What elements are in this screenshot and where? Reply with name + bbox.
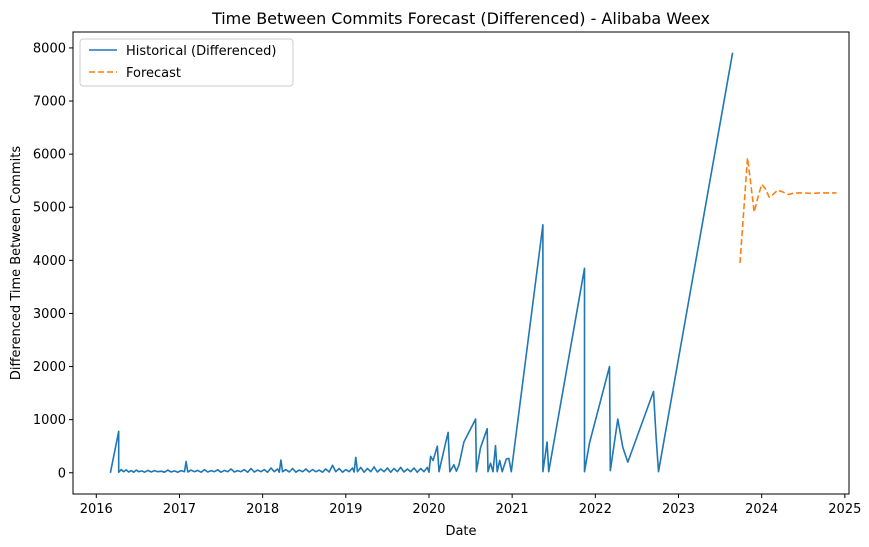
chart-title: Time Between Commits Forecast (Differenc… — [211, 9, 710, 28]
x-tick-label: 2019 — [329, 502, 362, 517]
y-axis-title: Differenced Time Between Commits — [9, 146, 24, 380]
y-tick-label: 8000 — [33, 41, 66, 56]
plot-area — [109, 52, 837, 473]
y-axis: 0 1000 2000 3000 4000 5000 6000 7000 8000 — [33, 41, 73, 481]
series-line-forecast — [739, 157, 837, 264]
y-tick-label: 7000 — [33, 95, 66, 110]
x-tick-label: 2020 — [412, 502, 445, 517]
y-tick-label: 4000 — [33, 254, 66, 269]
x-axis-title: Date — [445, 524, 476, 539]
y-tick-label: 5000 — [33, 201, 66, 216]
legend: Historical (Differenced) Forecast — [79, 38, 294, 87]
series-line-historical — [109, 52, 734, 473]
x-tick-label: 2021 — [496, 502, 529, 517]
x-tick-label: 2022 — [579, 502, 612, 517]
x-tick-label: 2016 — [80, 502, 113, 517]
legend-label-historical: Historical (Differenced) — [126, 44, 276, 59]
legend-frame — [79, 38, 294, 87]
x-tick-label: 2024 — [745, 502, 778, 517]
y-tick-label: 2000 — [33, 360, 66, 375]
y-tick-label: 1000 — [33, 413, 66, 428]
x-tick-label: 2023 — [662, 502, 695, 517]
legend-label-forecast: Forecast — [126, 66, 181, 81]
plot-frame — [72, 31, 850, 495]
x-tick-label: 2025 — [828, 502, 861, 517]
y-tick-label: 3000 — [33, 307, 66, 322]
x-axis: 2016 2017 2018 2019 2020 2021 2022 2023 2024 2025 — [80, 494, 861, 517]
x-tick-label: 2018 — [246, 502, 279, 517]
y-tick-label: 0 — [58, 466, 66, 481]
x-tick-label: 2017 — [163, 502, 196, 517]
y-tick-label: 6000 — [33, 148, 66, 163]
